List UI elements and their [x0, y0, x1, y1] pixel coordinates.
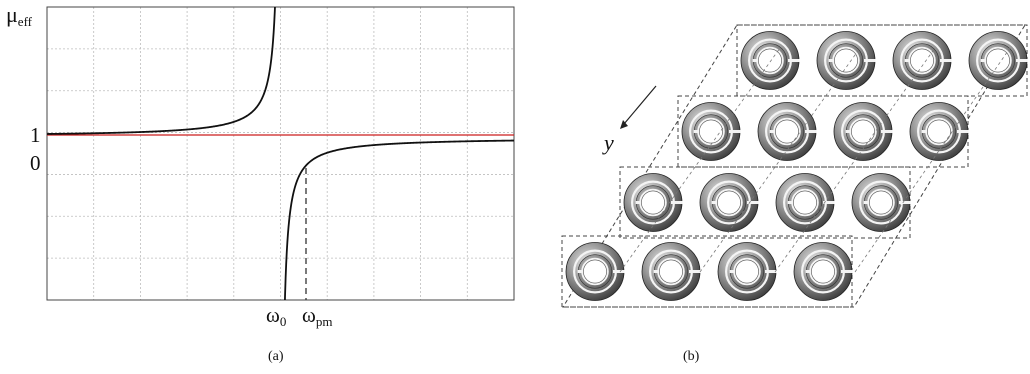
- ring-center: [910, 48, 934, 73]
- ring-center: [869, 190, 893, 215]
- ring-row: [677, 95, 969, 168]
- ring-split-left: [653, 270, 659, 273]
- ring-split-right: [863, 59, 876, 62]
- split-ring-resonator: [892, 31, 952, 90]
- split-ring-resonator: [641, 242, 701, 301]
- split-ring-resonator: [757, 102, 817, 161]
- ring-split-right: [688, 270, 701, 273]
- ring-split-right: [956, 130, 969, 133]
- split-ring-resonator: [775, 173, 835, 232]
- y-axis-arrowhead: [620, 120, 628, 129]
- split-ring-resonator: [565, 242, 625, 301]
- lattice-diagonal-guide: [774, 47, 936, 273]
- panel-b-lattice: y (b): [561, 24, 1028, 364]
- split-ring-resonator: [833, 102, 893, 161]
- ring-center: [834, 48, 858, 73]
- ring-center: [717, 190, 741, 215]
- panel-a-plot: μeff 1 0 ω0 ωpm (a): [6, 2, 515, 364]
- split-ring-resonator: [699, 173, 759, 232]
- mu-curve-left-branch: [47, 7, 276, 135]
- split-ring-resonator: [740, 31, 800, 90]
- ring-split-right: [822, 201, 835, 204]
- split-ring-resonator: [793, 242, 853, 301]
- ring-center: [927, 119, 951, 144]
- ring-center: [793, 190, 817, 215]
- ring-split-right: [804, 130, 817, 133]
- split-ring-resonator: [816, 31, 876, 90]
- plot-frame: [46, 6, 515, 301]
- ring-row: [619, 166, 911, 239]
- ring-center: [758, 48, 782, 73]
- ring-split-left: [787, 201, 793, 204]
- ring-center: [986, 48, 1010, 73]
- panel-a-caption: (a): [268, 349, 284, 364]
- ring-split-left: [845, 130, 851, 133]
- ring-split-left: [711, 201, 717, 204]
- panel-b-caption: (b): [683, 349, 700, 364]
- ring-split-right: [746, 201, 759, 204]
- split-ring-resonator: [717, 242, 777, 301]
- ring-split-right: [840, 270, 853, 273]
- ring-split-left: [635, 201, 641, 204]
- tick-label-zero: 0: [30, 151, 41, 175]
- ring-split-right: [764, 270, 777, 273]
- ring-center: [659, 259, 683, 284]
- ring-rows: [561, 24, 1028, 308]
- ring-split-left: [752, 59, 758, 62]
- ring-split-left: [980, 59, 986, 62]
- ring-split-left: [863, 201, 869, 204]
- split-ring-resonator: [623, 173, 683, 232]
- ring-center: [735, 259, 759, 284]
- omega-0-label: ω0: [266, 303, 286, 329]
- ring-split-left: [769, 130, 775, 133]
- ring-split-right: [612, 270, 625, 273]
- ring-center: [583, 259, 607, 284]
- ring-split-right: [787, 59, 800, 62]
- split-ring-resonator: [909, 102, 969, 161]
- plot-grid: [47, 7, 514, 300]
- split-ring-resonator: [681, 102, 741, 161]
- mu-curve-right-branch: [284, 139, 514, 300]
- ring-row: [736, 24, 1028, 97]
- ring-split-right: [728, 130, 741, 133]
- y-axis-label: μeff: [6, 2, 33, 29]
- ring-split-right: [670, 201, 683, 204]
- lattice-diagonal-guide: [619, 47, 781, 273]
- ring-center: [699, 119, 723, 144]
- ring-split-left: [729, 270, 735, 273]
- ring-center: [775, 119, 799, 144]
- ring-split-left: [693, 130, 699, 133]
- ring-center: [811, 259, 835, 284]
- y-axis-arrow: [623, 85, 657, 125]
- split-ring-resonator: [968, 31, 1028, 90]
- ring-center: [641, 190, 665, 215]
- ring-split-right: [880, 130, 893, 133]
- ring-center: [851, 119, 875, 144]
- ring-split-left: [577, 270, 583, 273]
- split-ring-resonator: [851, 173, 911, 232]
- omega-pm-label: ωpm: [302, 303, 332, 329]
- lattice-diagonal-guide: [699, 47, 861, 273]
- ring-split-right: [898, 201, 911, 204]
- ring-split-left: [921, 130, 927, 133]
- ring-split-right: [939, 59, 952, 62]
- ring-row: [561, 235, 853, 308]
- y-axis-label-b: y: [602, 130, 614, 155]
- ring-split-right: [1015, 59, 1028, 62]
- ring-split-left: [805, 270, 811, 273]
- tick-label-one: 1: [30, 123, 41, 147]
- ring-split-left: [828, 59, 834, 62]
- ring-split-left: [904, 59, 910, 62]
